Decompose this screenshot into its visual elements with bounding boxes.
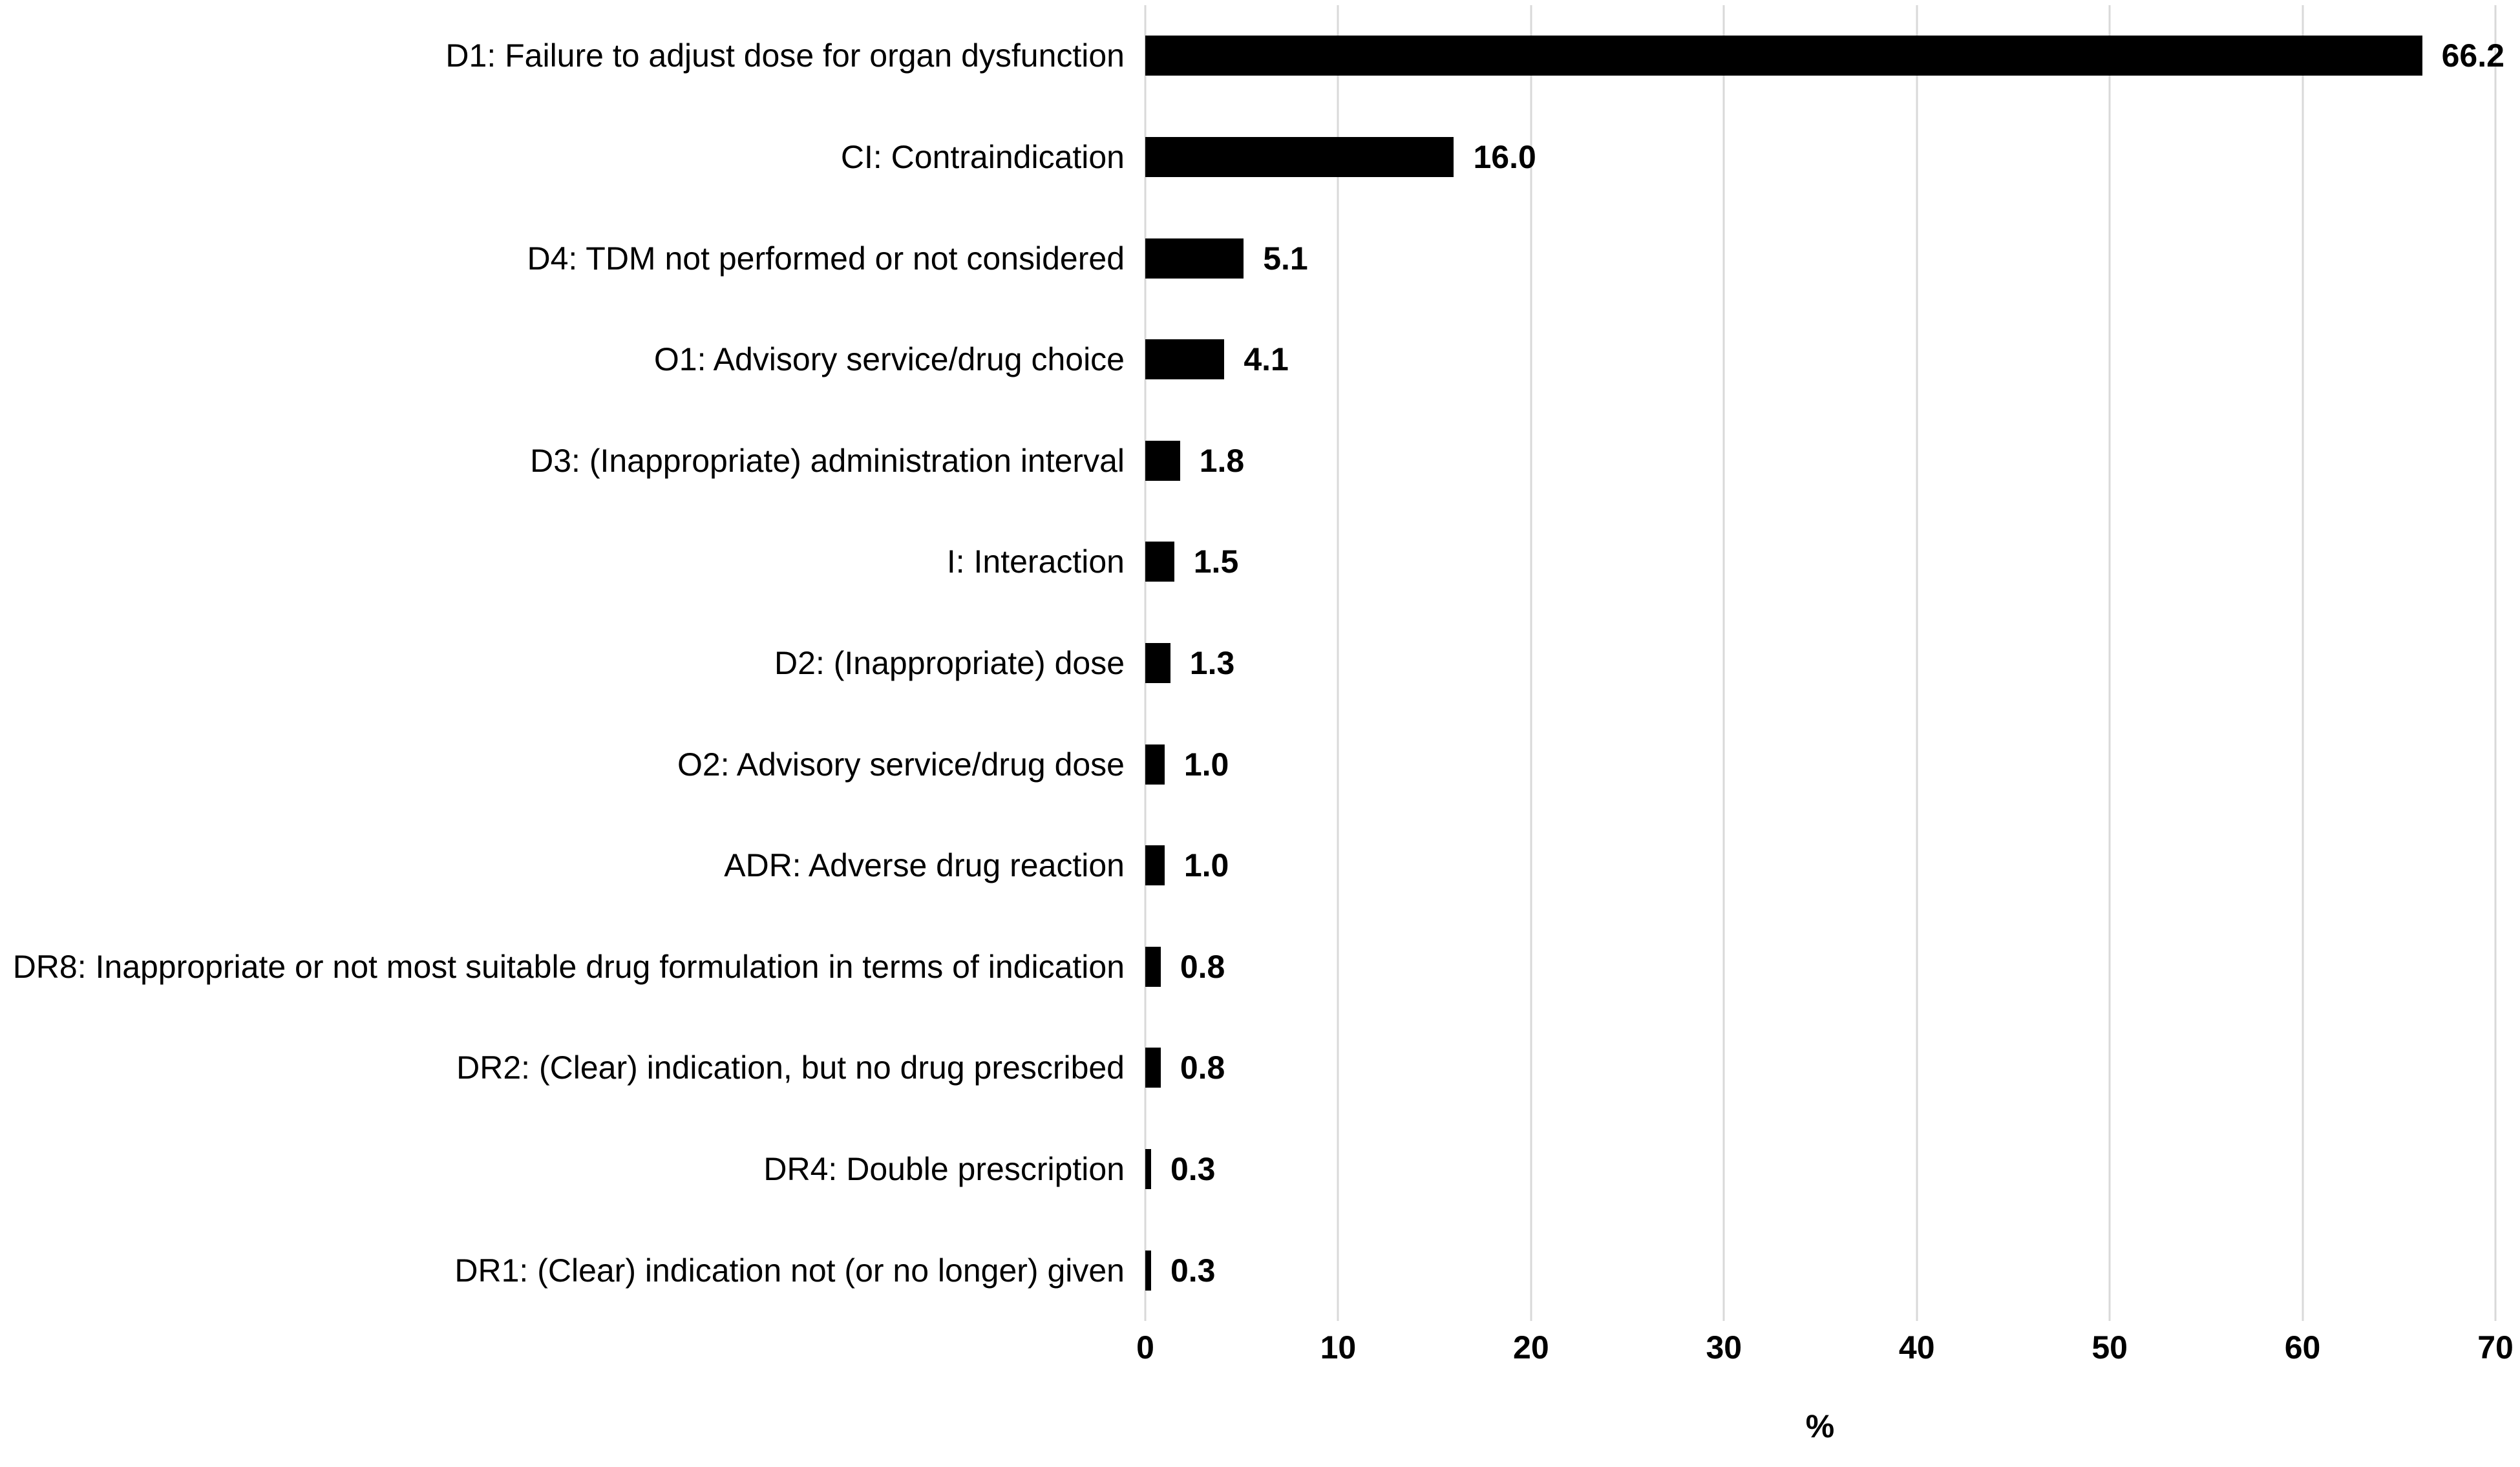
- category-label-cell: D2: (Inappropriate) dose: [0, 613, 1125, 714]
- gridline: [2108, 5, 2111, 1321]
- bar-cell: 66.2: [1145, 5, 2504, 107]
- bar-row: D1: Failure to adjust dose for organ dys…: [0, 5, 2520, 107]
- category-label-cell: ADR: Adverse drug reaction: [0, 815, 1125, 916]
- value-label: 1.0: [1183, 746, 1229, 783]
- bar: [1145, 1149, 1151, 1189]
- bar-row: D3: (Inappropriate) administration inter…: [0, 410, 2520, 511]
- category-label: D4: TDM not performed or not considered: [527, 240, 1125, 277]
- value-label: 1.0: [1183, 847, 1229, 884]
- category-label: DR2: (Clear) indication, but no drug pre…: [456, 1050, 1125, 1086]
- category-label-cell: I: Interaction: [0, 511, 1125, 613]
- gridline: [2494, 5, 2497, 1321]
- bar: [1145, 845, 1165, 886]
- x-tick-label: 10: [1320, 1329, 1357, 1366]
- category-label-cell: DR1: (Clear) indication not (or no longe…: [0, 1219, 1125, 1321]
- bar-row: ADR: Adverse drug reaction 1.0: [0, 815, 2520, 916]
- category-label-cell: DR8: Inappropriate or not most suitable …: [0, 916, 1125, 1017]
- bar-row: CI: Contraindication 16.0: [0, 107, 2520, 208]
- bar-cell: 1.5: [1145, 511, 2495, 613]
- bar-cell: 0.8: [1145, 1017, 2495, 1119]
- x-tick-label: 40: [1898, 1329, 1935, 1366]
- category-label: O2: Advisory service/drug dose: [677, 746, 1125, 783]
- value-label: 0.3: [1170, 1151, 1216, 1187]
- category-label-cell: O1: Advisory service/drug choice: [0, 309, 1125, 410]
- bar-cell: 0.3: [1145, 1119, 2495, 1220]
- bar-cell: 16.0: [1145, 107, 2495, 208]
- category-label: DR8: Inappropriate or not most suitable …: [12, 948, 1125, 985]
- bar-cell: 0.8: [1145, 916, 2495, 1017]
- bar: [1145, 339, 1225, 380]
- category-label: D1: Failure to adjust dose for organ dys…: [445, 37, 1125, 74]
- gridline: [1722, 5, 1725, 1321]
- value-label: 0.8: [1180, 948, 1225, 985]
- bar-row: O2: Advisory service/drug dose 1.0: [0, 713, 2520, 815]
- category-label: D3: (Inappropriate) administration inter…: [530, 442, 1125, 479]
- bar-row: O1: Advisory service/drug choice 4.1: [0, 309, 2520, 410]
- category-label-cell: D1: Failure to adjust dose for organ dys…: [0, 5, 1125, 107]
- bar-row: DR8: Inappropriate or not most suitable …: [0, 916, 2520, 1017]
- bar: [1145, 946, 1161, 987]
- category-label: O1: Advisory service/drug choice: [653, 341, 1125, 378]
- category-label: I: Interaction: [946, 544, 1125, 580]
- bar: [1145, 1048, 1161, 1088]
- value-label: 5.1: [1263, 240, 1308, 277]
- bar-row: DR2: (Clear) indication, but no drug pre…: [0, 1017, 2520, 1119]
- x-axis-title: %: [1805, 1408, 1835, 1444]
- bar: [1145, 744, 1165, 785]
- bar: [1145, 136, 1454, 177]
- bar-cell: 0.3: [1145, 1219, 2495, 1321]
- x-axis-ticks: 0 10 20 30 40 50 60 70: [1136, 1329, 2514, 1370]
- value-label: 1.3: [1189, 644, 1235, 681]
- bar-row: DR4: Double prescription 0.3: [0, 1119, 2520, 1220]
- bar: [1145, 440, 1180, 481]
- x-tick-label: 0: [1136, 1329, 1154, 1366]
- category-label-cell: DR4: Double prescription: [0, 1119, 1125, 1220]
- x-tick-label: 50: [2091, 1329, 2128, 1366]
- value-label: 1.8: [1199, 442, 1245, 479]
- value-label: 0.3: [1170, 1252, 1216, 1289]
- x-tick-label: 70: [2477, 1329, 2514, 1366]
- plot-rows: D1: Failure to adjust dose for organ dys…: [0, 5, 2520, 1321]
- bar: [1145, 1250, 1151, 1291]
- bar: [1145, 642, 1170, 683]
- gridline: [1916, 5, 1918, 1321]
- gridline: [1530, 5, 1532, 1321]
- bar-cell: 4.1: [1145, 309, 2495, 410]
- category-label-cell: D4: TDM not performed or not considered: [0, 207, 1125, 309]
- x-tick-label: 20: [1513, 1329, 1549, 1366]
- gridline: [1337, 5, 1339, 1321]
- value-label: 0.8: [1180, 1050, 1225, 1086]
- bar: [1145, 238, 1244, 279]
- bar-row: DR1: (Clear) indication not (or no longe…: [0, 1219, 2520, 1321]
- bar-cell: 1.8: [1145, 410, 2495, 511]
- bar-cell: 1.0: [1145, 815, 2495, 916]
- value-label: 4.1: [1244, 341, 1289, 378]
- category-label-cell: CI: Contraindication: [0, 107, 1125, 208]
- value-label: 1.5: [1193, 544, 1239, 580]
- bar: [1145, 36, 2422, 76]
- category-label: DR1: (Clear) indication not (or no longe…: [454, 1252, 1125, 1289]
- bar-row: D2: (Inappropriate) dose 1.3: [0, 613, 2520, 714]
- category-label-cell: D3: (Inappropriate) administration inter…: [0, 410, 1125, 511]
- gridline: [2302, 5, 2304, 1321]
- category-label: ADR: Adverse drug reaction: [724, 847, 1125, 884]
- bar-row: D4: TDM not performed or not considered …: [0, 207, 2520, 309]
- category-label: D2: (Inappropriate) dose: [774, 644, 1125, 681]
- x-tick-label: 60: [2284, 1329, 2321, 1366]
- category-label: DR4: Double prescription: [763, 1151, 1125, 1187]
- bar-cell: 1.0: [1145, 713, 2495, 815]
- bar-cell: 1.3: [1145, 613, 2495, 714]
- value-label: 66.2: [2441, 37, 2504, 74]
- category-label: CI: Contraindication: [840, 138, 1125, 175]
- x-tick-label: 30: [1706, 1329, 1742, 1366]
- category-label-cell: DR2: (Clear) indication, but no drug pre…: [0, 1017, 1125, 1119]
- bar-row: I: Interaction 1.5: [0, 511, 2520, 613]
- value-label: 16.0: [1473, 138, 1536, 175]
- bar-cell: 5.1: [1145, 207, 2495, 309]
- bar: [1145, 542, 1174, 582]
- category-label-cell: O2: Advisory service/drug dose: [0, 713, 1125, 815]
